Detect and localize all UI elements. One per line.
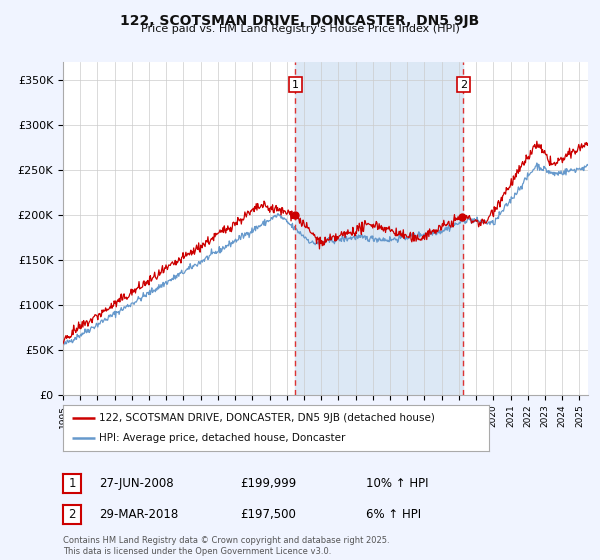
Text: 27-JUN-2008: 27-JUN-2008 (99, 477, 173, 491)
Text: HPI: Average price, detached house, Doncaster: HPI: Average price, detached house, Donc… (99, 433, 346, 444)
Text: 122, SCOTSMAN DRIVE, DONCASTER, DN5 9JB: 122, SCOTSMAN DRIVE, DONCASTER, DN5 9JB (121, 14, 479, 28)
Text: Contains HM Land Registry data © Crown copyright and database right 2025.
This d: Contains HM Land Registry data © Crown c… (63, 536, 389, 556)
Text: £199,999: £199,999 (240, 477, 296, 491)
Text: 6% ↑ HPI: 6% ↑ HPI (366, 507, 421, 521)
Text: 2: 2 (460, 80, 467, 90)
Text: 10% ↑ HPI: 10% ↑ HPI (366, 477, 428, 491)
Text: 1: 1 (292, 80, 299, 90)
Text: Price paid vs. HM Land Registry's House Price Index (HPI): Price paid vs. HM Land Registry's House … (140, 24, 460, 34)
Text: £197,500: £197,500 (240, 507, 296, 521)
Text: 1: 1 (68, 477, 76, 491)
Bar (295, 62, 463, 395)
Text: 122, SCOTSMAN DRIVE, DONCASTER, DN5 9JB (detached house): 122, SCOTSMAN DRIVE, DONCASTER, DN5 9JB … (99, 413, 435, 423)
Text: 2: 2 (68, 507, 76, 521)
Text: 29-MAR-2018: 29-MAR-2018 (99, 507, 178, 521)
